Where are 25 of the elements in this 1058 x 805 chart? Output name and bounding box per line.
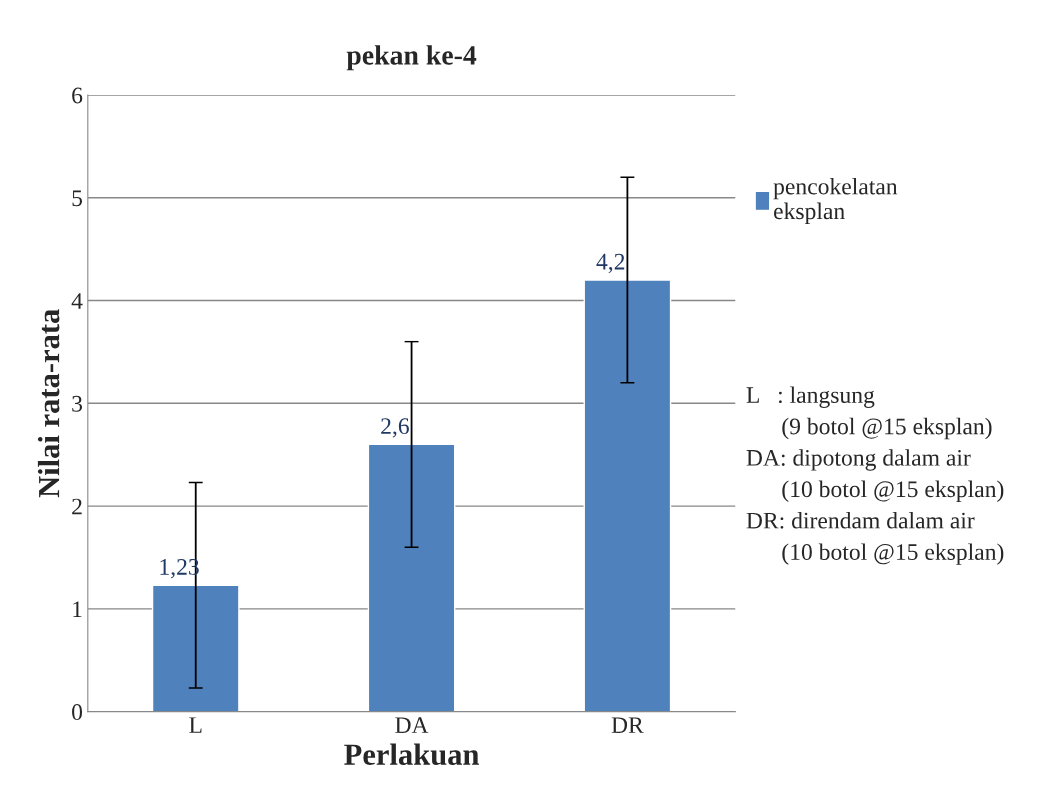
y-axis-title: Nilai rata-rata	[37, 309, 60, 498]
y-tick-label: 1	[73, 601, 82, 618]
y-tick-label: 5	[72, 190, 83, 207]
y-tick-label: 0	[72, 704, 83, 721]
text: (10 botol @15 eksplan)	[782, 480, 1004, 502]
bar	[367, 443, 456, 712]
y-tick-label: 4	[71, 293, 83, 309]
data-label: 4,2	[596, 253, 625, 274]
bar	[151, 584, 240, 712]
x-tick-label: DR	[611, 717, 644, 733]
bar	[583, 279, 672, 712]
x-tick-label: L	[189, 717, 202, 733]
chart-title: pekan ke-4	[346, 45, 477, 71]
y-tick-label: 6	[72, 87, 83, 104]
text: DR: direndam dalam air	[746, 511, 975, 529]
text: DA: dipotong dalam air	[746, 449, 971, 471]
text: (10 botol @15 eksplan)	[782, 543, 1004, 565]
text: L : langsung	[746, 386, 875, 408]
x-axis-title: Perlakuan	[344, 743, 480, 766]
y-tick-label: 3	[72, 395, 83, 412]
x-tick-label: DA	[395, 717, 429, 733]
text: (9 botol @15 eksplan)	[782, 417, 992, 440]
legend-label: pencokelatan eksplan	[773, 177, 898, 224]
y-tick-label: 2	[72, 498, 82, 515]
data-label: 2,6	[381, 418, 409, 438]
